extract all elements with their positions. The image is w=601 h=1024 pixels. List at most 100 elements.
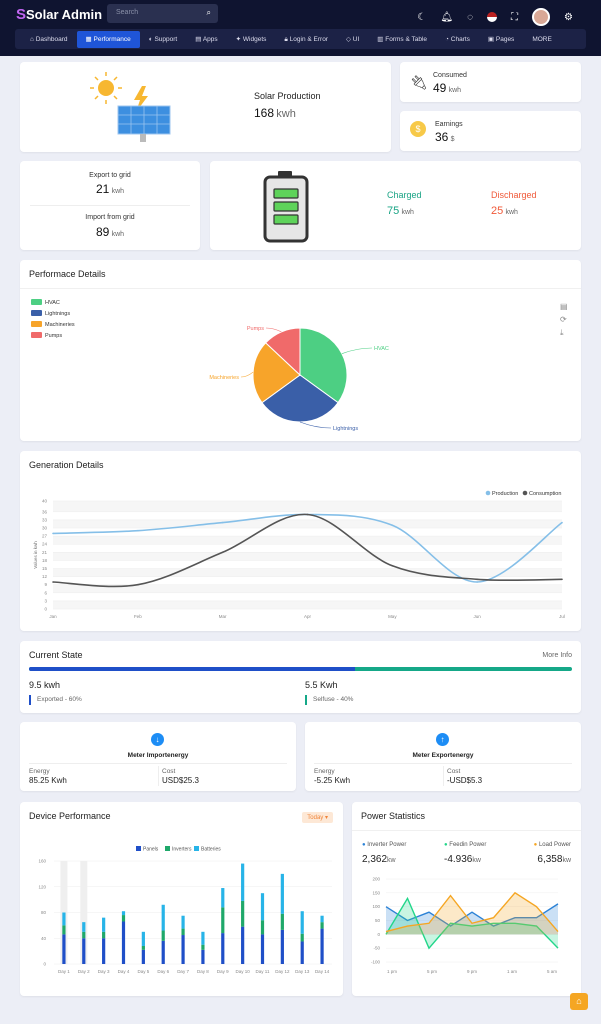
cube-icon: ◇: [345, 35, 353, 43]
nav-item-more[interactable]: MORE: [523, 31, 561, 48]
x-tick-label: Apr: [304, 614, 312, 619]
bar-segment-batteries: [102, 917, 106, 932]
grid-card: Export to grid 21 kwh Import from grid 8…: [20, 161, 200, 250]
perf-title: Performace Details: [29, 269, 106, 279]
bar-segment-batteries: [141, 931, 145, 946]
bar-segment-inverters: [82, 931, 86, 939]
x-tick-label: Jun: [474, 614, 482, 619]
x-tick-label: Jan: [49, 614, 57, 619]
avatar[interactable]: [532, 8, 551, 26]
bar-segment-batteries: [121, 911, 126, 916]
exported-progress-fill: [29, 667, 355, 671]
grid-band: [53, 519, 562, 528]
pie-label: Pumps: [247, 326, 264, 332]
data-point: [221, 521, 224, 524]
bar-segment-inverters: [280, 913, 284, 930]
widget-icon: ✦: [235, 35, 243, 43]
nav-item-login-error[interactable]: 🔒︎ Login & Error: [275, 31, 337, 48]
y-tick-label: 24: [42, 542, 48, 547]
data-point: [561, 521, 563, 524]
flag-icon[interactable]: [487, 12, 498, 22]
x-tick-label: Day 14: [315, 969, 330, 974]
bar-segment-panels: [280, 929, 284, 964]
solar-title: Solar Production: [254, 91, 321, 101]
bar-segment-panels: [161, 940, 165, 964]
earnings-unit: $: [450, 136, 455, 143]
nav-item-pages[interactable]: ▣ Pages: [479, 31, 523, 48]
apps-icon: ▤: [195, 35, 203, 43]
y-axis-label: Values in kwh: [33, 541, 38, 569]
settings-sliders-icon[interactable]: ⚙: [564, 11, 573, 23]
chat-icon[interactable]: ◌: [467, 11, 474, 23]
headset-icon: ◐: [148, 35, 155, 43]
bar-segment-batteries: [201, 931, 205, 945]
refresh-icon[interactable]: ⟳: [560, 315, 567, 324]
export-cost-label: Cost: [447, 768, 461, 775]
logo-text: Solar Admin: [26, 7, 103, 22]
inverter-value: 2,362: [362, 854, 388, 865]
consumed-value-row: 49 kwh: [433, 81, 461, 95]
nav-item-support[interactable]: ◐ Support: [140, 31, 187, 48]
document-icon[interactable]: ▤: [560, 302, 568, 311]
nav-item-widgets[interactable]: ✦ Widgets: [227, 31, 276, 48]
consumed-unit: kwh: [448, 87, 462, 94]
app-logo[interactable]: SSolar Admin: [16, 6, 102, 23]
import-energy-value: 85.25 Kwh: [29, 776, 67, 785]
x-tick-label: Day 8: [197, 969, 209, 974]
bar-segment-panels: [201, 949, 205, 964]
bar-segment-inverters: [161, 930, 165, 941]
consumed-value: 49: [433, 81, 447, 95]
dot-icon: ●: [533, 842, 538, 848]
y-tick-label: 50: [375, 918, 381, 923]
data-point: [476, 581, 478, 583]
nav-label: Widgets: [242, 35, 267, 43]
series-line-inverter-power: [385, 903, 559, 927]
nav-label: Login & Error: [289, 35, 328, 43]
more-info-link[interactable]: More Info: [542, 652, 572, 659]
selfuse-label: Selfuse - 40%: [313, 696, 354, 703]
legend-label: HVAC: [45, 300, 60, 306]
x-tick-label: 9 pm: [467, 969, 477, 974]
search-icon[interactable]: ⌕: [206, 8, 211, 17]
load-value-row: 6,358kw: [537, 854, 571, 865]
bar-segment-panels: [221, 933, 225, 964]
search-input[interactable]: Search ⌕: [107, 4, 218, 23]
area-chart: -100 -50 0 50 100 150 200 1 pm 5 pm 9 pm 1 am 5 am: [371, 877, 559, 974]
x-tick-label: Day 9: [217, 969, 229, 974]
feedin-label: Feedin Power: [449, 842, 487, 848]
nav-item-dashboard[interactable]: ⌂ Dashboard: [21, 31, 77, 48]
import-unit: kwh: [111, 231, 125, 238]
legend-label: Pumps: [45, 333, 62, 339]
series-line-feedin-power: [385, 896, 559, 950]
nav-item-ui[interactable]: ◇ UI: [337, 31, 368, 48]
coin-icon: $: [410, 121, 426, 137]
exported-marker: [29, 695, 31, 705]
bar-segment-batteries: [161, 904, 165, 931]
bar-segment-panels: [62, 934, 66, 964]
load-label: Load Power: [538, 842, 571, 848]
fullscreen-icon[interactable]: ⛶: [511, 11, 519, 23]
load-unit: kw: [562, 857, 571, 864]
y-tick-label: 33: [42, 517, 48, 522]
bar-segment-panels: [241, 926, 245, 964]
today-dropdown[interactable]: Today ▾: [302, 812, 333, 823]
nav-item-charts[interactable]: ◔ Charts: [436, 31, 479, 48]
x-tick-label: Day 1: [58, 969, 70, 974]
series-line-load-power: [385, 891, 559, 933]
import-value-row: 89 kwh: [20, 225, 200, 239]
bell-icon[interactable]: 🔔︎: [440, 11, 454, 23]
grid-band: [53, 536, 562, 545]
feedin-value: -4.936: [444, 854, 473, 865]
bar-segment-batteries: [62, 912, 66, 926]
pie-slice-pumps: [265, 327, 301, 377]
dark-mode-icon[interactable]: ☾: [417, 11, 427, 23]
bar-segment-panels: [102, 938, 106, 964]
nav-item-performance[interactable]: ▦ Performance: [76, 30, 140, 48]
legend-swatch: [31, 299, 42, 305]
nav-item-apps[interactable]: ▤ Apps: [186, 31, 226, 48]
download-icon[interactable]: ⤓: [560, 328, 564, 337]
y-tick-label: 15: [42, 566, 48, 571]
nav-item-forms-table[interactable]: ▥ Forms & Table: [368, 31, 436, 48]
bar-segment-inverters: [62, 925, 66, 935]
scroll-top-button[interactable]: ⌂: [570, 993, 588, 1010]
